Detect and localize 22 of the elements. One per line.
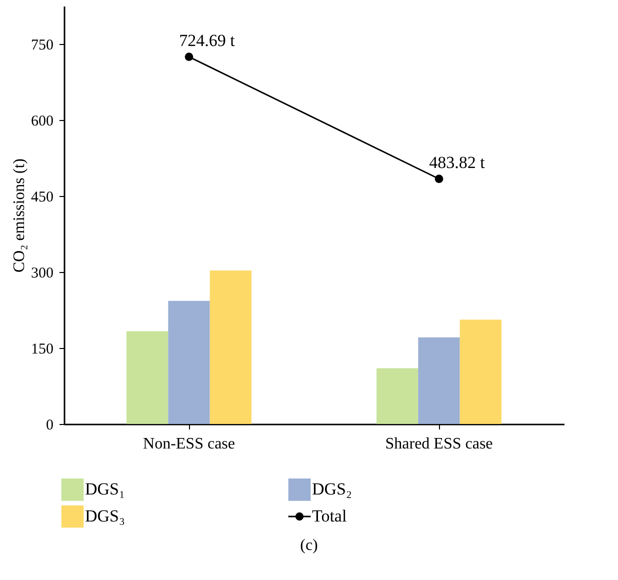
y-tick-label: 750 [31,38,54,54]
bar [460,320,502,424]
bar [126,331,168,424]
x-tick-label: Shared ESS case [385,436,493,452]
legend-label: Total [312,506,347,526]
y-tick-label: 450 [31,190,54,206]
bar [376,368,418,424]
y-axis-title: CO₂ emissions (t) [11,158,28,273]
bar [418,337,460,424]
bar [168,300,210,424]
legend-label: DGS₃ [85,506,126,526]
bar [210,270,252,424]
text: (c) [299,537,319,555]
legend-label: DGS₂ [312,480,352,499]
y-tick-label: 150 [31,342,54,358]
y-tick-label: 0 [46,418,54,434]
x-tick-label: Non-ESS case [143,436,235,452]
legend-label: DGS₁ [85,480,125,499]
y-tick-label: 300 [31,266,54,282]
data-label: 724.69 t [179,30,236,50]
data-label: 483.82 t [429,152,486,172]
y-tick-label: 600 [31,114,54,130]
